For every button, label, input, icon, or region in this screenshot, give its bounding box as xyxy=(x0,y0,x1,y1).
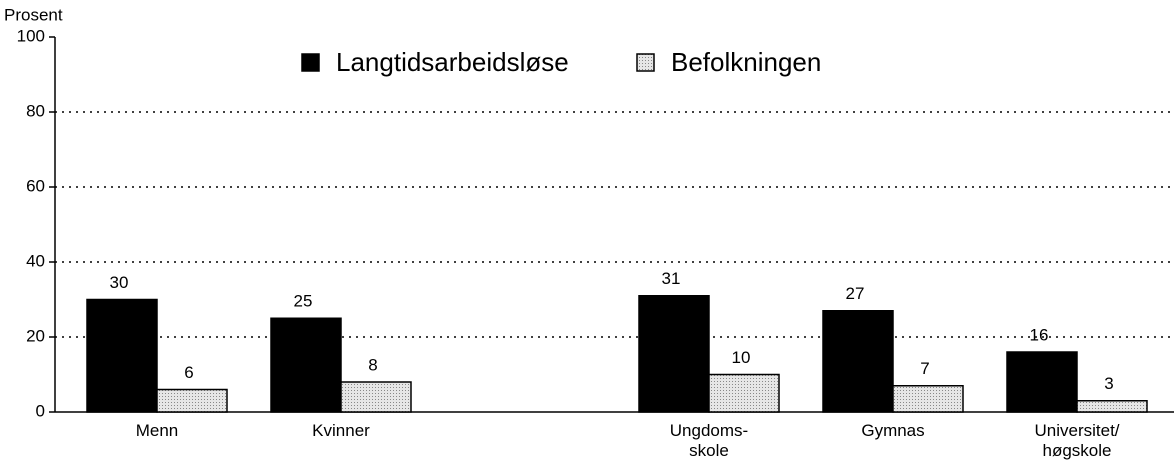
x-tick-label: Kvinner xyxy=(312,421,370,440)
value-label: 27 xyxy=(846,284,865,303)
y-axis-label: Prosent xyxy=(4,5,63,24)
legend-swatch xyxy=(636,53,655,72)
value-label: 3 xyxy=(1104,374,1113,393)
y-tick-label: 80 xyxy=(26,101,45,120)
value-label: 8 xyxy=(368,355,377,374)
value-label: 30 xyxy=(110,273,129,292)
y-tick-label: 60 xyxy=(26,176,45,195)
bar xyxy=(892,385,964,413)
y-tick-label: 0 xyxy=(36,401,45,420)
x-tick-label: Ungdoms- skole xyxy=(669,421,749,460)
bar xyxy=(1076,400,1148,413)
bar xyxy=(708,373,780,413)
value-label: 6 xyxy=(184,363,193,382)
y-tick-label: 100 xyxy=(17,26,45,45)
bar xyxy=(86,298,158,413)
bar xyxy=(638,295,710,413)
bar xyxy=(822,310,894,413)
bar xyxy=(340,381,412,413)
x-tick-label: Menn xyxy=(135,421,179,440)
legend-label: Langtidsarbeidsløse xyxy=(336,47,569,77)
value-label: 25 xyxy=(294,292,313,311)
bar xyxy=(1006,351,1078,413)
value-label: 7 xyxy=(920,359,929,378)
x-tick-label: Gymnas xyxy=(861,421,925,440)
x-tick-label: Universitet/ høgskole xyxy=(1034,421,1120,460)
value-label: 16 xyxy=(1030,325,1049,344)
y-tick-label: 20 xyxy=(26,326,45,345)
value-label: 10 xyxy=(732,348,751,367)
legend-swatch xyxy=(301,53,320,72)
y-tick-label: 40 xyxy=(26,251,45,270)
legend-label: Befolkningen xyxy=(671,47,821,77)
bar xyxy=(270,317,342,413)
value-label: 31 xyxy=(662,269,681,288)
bar xyxy=(156,388,228,413)
